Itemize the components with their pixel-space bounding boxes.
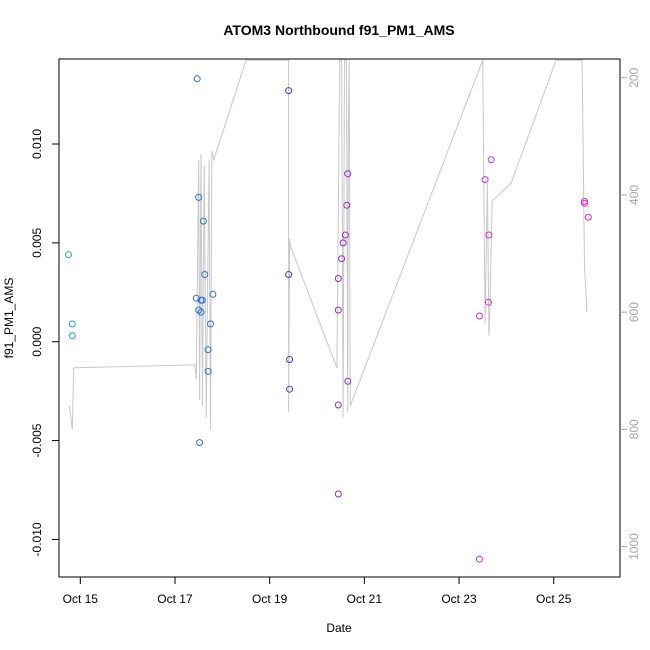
data-point-15	[204, 367, 212, 375]
data-point-8	[198, 296, 206, 304]
x-tick-label-0: Oct 15	[63, 592, 99, 606]
data-point-6	[192, 294, 200, 302]
data-point-14	[204, 346, 212, 354]
x-tick-label-3: Oct 21	[347, 592, 383, 606]
data-point-36	[475, 555, 483, 563]
data-point-21	[344, 170, 352, 178]
data-point-9	[195, 306, 203, 314]
data-point-24	[339, 239, 347, 247]
data-point-38	[581, 199, 588, 207]
data-point-39	[584, 213, 592, 221]
y-tick-label-3: 0.005	[30, 228, 44, 258]
y2-tick-label-0: 200	[627, 67, 641, 87]
data-point-23	[341, 231, 349, 239]
data-point-20	[286, 385, 294, 393]
y-axis-label: f91_PM1_AMS	[2, 278, 16, 359]
data-point-2	[68, 332, 76, 340]
data-point-19	[286, 356, 294, 363]
data-point-28	[344, 377, 352, 385]
data-point-26	[334, 275, 342, 282]
data-point-17	[285, 87, 293, 95]
data-point-25	[338, 255, 346, 263]
data-point-12	[209, 290, 217, 298]
data-point-13	[207, 320, 214, 328]
plot-frame	[58, 58, 621, 578]
data-point-27	[334, 306, 342, 314]
chart-title: ATOM3 Northbound f91_PM1_AMS	[223, 22, 454, 38]
data-point-31	[487, 156, 495, 164]
data-point-30	[334, 490, 342, 498]
data-point-32	[481, 176, 489, 184]
x-tick-label-5: Oct 25	[536, 592, 572, 606]
data-point-3	[193, 75, 201, 83]
y-tick-label-4: 0.010	[30, 129, 44, 159]
data-point-0	[65, 251, 72, 259]
y2-tick-label-3: 800	[627, 419, 641, 439]
points-layer	[65, 75, 592, 563]
data-point-11	[201, 271, 209, 278]
y-tick-label-1: -0.005	[30, 423, 44, 457]
y2-tick-label-4: 1000	[627, 533, 641, 560]
y-tick-label-2: 0.000	[30, 326, 44, 356]
y2-tick-label-2: 600	[627, 302, 641, 322]
data-point-4	[195, 193, 203, 201]
axes-layer: Oct 15 Oct 17 Oct 19 Oct 21 Oct 23 Oct 25 -0.0…	[30, 58, 641, 606]
x-tick-label-1: Oct 17	[157, 592, 193, 606]
data-point-33	[485, 231, 493, 239]
pressure-series-line	[68, 59, 588, 430]
data-point-29	[334, 401, 342, 409]
data-point-37	[581, 197, 588, 205]
data-point-35	[475, 312, 483, 320]
data-point-34	[484, 298, 492, 306]
data-point-10	[197, 308, 205, 316]
x-tick-label-2: Oct 19	[252, 592, 288, 606]
data-point-1	[68, 320, 76, 328]
x-tick-label-4: Oct 23	[441, 592, 477, 606]
pressure-line-layer	[68, 59, 588, 430]
y-tick-label-0: -0.010	[30, 522, 44, 556]
y2-tick-label-1: 400	[627, 185, 641, 205]
data-point-18	[285, 271, 293, 278]
data-point-22	[343, 201, 351, 209]
data-point-5	[199, 217, 207, 225]
x-axis-label: Date	[326, 621, 352, 635]
data-point-16	[196, 439, 204, 447]
